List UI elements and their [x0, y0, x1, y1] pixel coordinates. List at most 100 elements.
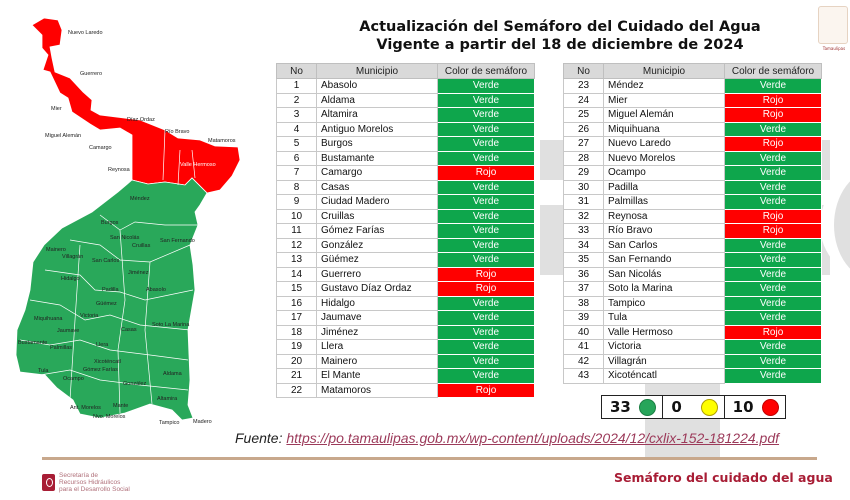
row-number: 17 — [276, 310, 317, 326]
table-row: 23 Méndez Verde — [563, 78, 822, 94]
table-row: 17 Jaumave Verde — [276, 310, 535, 326]
municipio-name: Bustamante — [316, 150, 438, 166]
table-row: 24 Mier Rojo — [563, 92, 822, 108]
municipio-name: Matamoros — [316, 382, 438, 398]
semaforo-status-badge: Rojo — [437, 266, 535, 282]
table-row: 32 Reynosa Rojo — [563, 208, 822, 224]
row-number: 23 — [563, 78, 604, 94]
municipio-name: Camargo — [316, 165, 438, 181]
srhds-logo: Secretaría de Recursos Hidráulicos para … — [42, 472, 130, 493]
source-link[interactable]: https://po.tamaulipas.gob.mx/wp-content/… — [286, 430, 780, 446]
green-circle-icon — [639, 398, 657, 416]
row-number: 43 — [563, 368, 604, 384]
semaforo-status-badge: Rojo — [724, 324, 822, 340]
map-label: Altamira — [157, 396, 178, 402]
map-label: Aldama — [163, 371, 182, 377]
semaforo-status-badge: Verde — [437, 339, 535, 355]
municipio-name: Gómez Farías — [316, 223, 438, 239]
semaforo-status-badge: Verde — [724, 266, 822, 282]
row-number: 24 — [563, 92, 604, 108]
municipio-name: Villagrán — [603, 353, 725, 369]
semaforo-status-badge: Verde — [437, 121, 535, 137]
amarillo-count: 0 — [671, 398, 682, 416]
logo-label: Tamaulipas — [822, 46, 846, 51]
row-number: 18 — [276, 324, 317, 340]
row-number: 8 — [276, 179, 317, 195]
municipio-name: Ciudad Madero — [316, 194, 438, 210]
row-number: 4 — [276, 121, 317, 137]
semaforo-table-left: No Municipio Color de semáforo 1 Abasolo V… — [276, 63, 535, 398]
table-row: 22 Matamoros Rojo — [276, 382, 535, 398]
semaforo-status-badge: Verde — [437, 324, 535, 340]
map-label: Matamoros — [208, 138, 236, 144]
table-body-left: 1 Abasolo Verde 2 Aldama Verde 3 Altamira Verde 4… — [276, 78, 535, 398]
table-row: 28 Nuevo Morelos Verde — [563, 150, 822, 166]
municipio-name: González — [316, 237, 438, 253]
semaforo-status-badge: Verde — [724, 194, 822, 210]
table-row: 19 Llera Verde — [276, 339, 535, 355]
municipio-name: Tampico — [603, 295, 725, 311]
municipio-name: Burgos — [316, 136, 438, 152]
municipio-name: Palmillas — [603, 194, 725, 210]
table-row: 40 Valle Hermoso Rojo — [563, 324, 822, 340]
table-row: 10 Cruillas Verde — [276, 208, 535, 224]
municipio-name: Reynosa — [603, 208, 725, 224]
row-number: 42 — [563, 353, 604, 369]
semaforo-status-badge: Verde — [724, 121, 822, 137]
row-number: 1 — [276, 78, 317, 94]
map-label: Güémez — [96, 301, 117, 307]
row-number: 33 — [563, 223, 604, 239]
map-label: Villagrán — [62, 254, 84, 260]
table-body-right: 23 Méndez Verde 24 Mier Rojo 25 Miguel Alemán Ro… — [563, 78, 822, 384]
table-row: 3 Altamira Verde — [276, 107, 535, 123]
semaforo-status-badge: Verde — [437, 136, 535, 152]
table-row: 12 González Verde — [276, 237, 535, 253]
verde-count-cell: 33 — [602, 396, 664, 418]
semaforo-status-badge: Verde — [437, 252, 535, 268]
row-number: 20 — [276, 353, 317, 369]
verde-count: 33 — [610, 398, 631, 416]
municipio-name: San Nicolás — [603, 266, 725, 282]
column-header-color: Color de semáforo — [437, 63, 535, 79]
semaforo-status-badge: Verde — [437, 353, 535, 369]
semaforo-status-badge: Verde — [437, 237, 535, 253]
map-label: Casas — [121, 327, 137, 333]
municipio-name: Victoria — [603, 339, 725, 355]
map-shapes — [15, 17, 241, 421]
source-label: Fuente: — [235, 430, 283, 446]
row-number: 26 — [563, 121, 604, 137]
semaforo-status-badge: Rojo — [724, 136, 822, 152]
semaforo-status-badge: Rojo — [724, 208, 822, 224]
municipio-name: San Fernando — [603, 252, 725, 268]
row-number: 36 — [563, 266, 604, 282]
map-label: Palmillas — [50, 345, 73, 351]
map-label: Nuevo Laredo — [68, 30, 103, 36]
semaforo-status-badge: Rojo — [724, 223, 822, 239]
map-label: Gómez Farías — [83, 367, 118, 373]
table-header-row: No Municipio Color de semáforo — [276, 63, 535, 79]
table-row: 15 Gustavo Díaz Ordaz Rojo — [276, 281, 535, 297]
map-label: Hidalgo — [61, 276, 80, 282]
municipio-name: Miguel Alemán — [603, 107, 725, 123]
semaforo-status-badge: Verde — [724, 237, 822, 253]
map-label: Mainero — [46, 247, 66, 253]
summary-counter: 33 0 10 — [601, 395, 786, 419]
map-label: Díaz Ordaz — [127, 117, 155, 123]
table-row: 26 Miquihuana Verde — [563, 121, 822, 137]
municipio-name: Méndez — [603, 78, 725, 94]
table-row: 30 Padilla Verde — [563, 179, 822, 195]
yellow-circle-icon — [700, 398, 718, 416]
municipio-name: Cruillas — [316, 208, 438, 224]
row-number: 13 — [276, 252, 317, 268]
row-number: 6 — [276, 150, 317, 166]
row-number: 10 — [276, 208, 317, 224]
semaforo-status-badge: Verde — [724, 165, 822, 181]
water-drop-icon — [42, 474, 55, 491]
map-label: Jaumave — [57, 328, 80, 334]
semaforo-status-badge: Verde — [437, 194, 535, 210]
row-number: 41 — [563, 339, 604, 355]
row-number: 37 — [563, 281, 604, 297]
map-label: Mier — [51, 106, 62, 112]
table-row: 4 Antiguo Morelos Verde — [276, 121, 535, 137]
row-number: 38 — [563, 295, 604, 311]
